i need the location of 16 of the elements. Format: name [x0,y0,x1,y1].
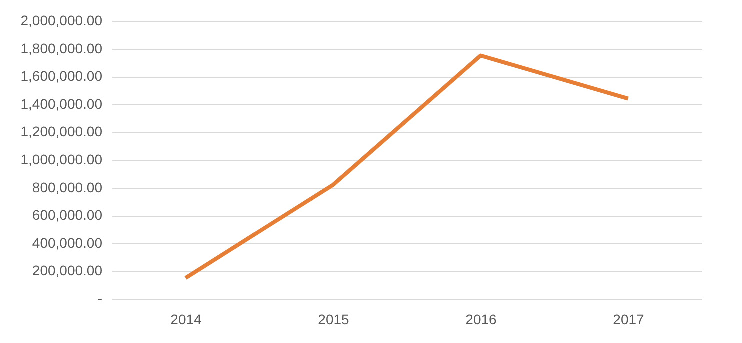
y-tick-label: 600,000.00 [32,207,103,224]
y-tick-label: 400,000.00 [32,234,103,251]
y-tick-label: 2,000,000.00 [20,12,103,28]
line-series [184,54,630,280]
y-tick-label: 800,000.00 [32,179,103,196]
y-tick-label: 200,000.00 [32,262,103,279]
y-tick-label: 1,400,000.00 [20,96,103,112]
y-tick-label: 1,800,000.00 [20,40,103,56]
y-tick-label: 1,000,000.00 [20,152,103,168]
y-tick-label: 1,200,000.00 [20,124,103,140]
y-tick-label: - [98,290,103,306]
x-tick-label: 2014 [170,312,202,328]
x-tick-label: 2016 [466,312,498,328]
x-tick-label: 2017 [613,312,645,328]
y-tick-label: 1,600,000.00 [20,68,103,84]
x-tick-label: 2015 [318,312,350,328]
